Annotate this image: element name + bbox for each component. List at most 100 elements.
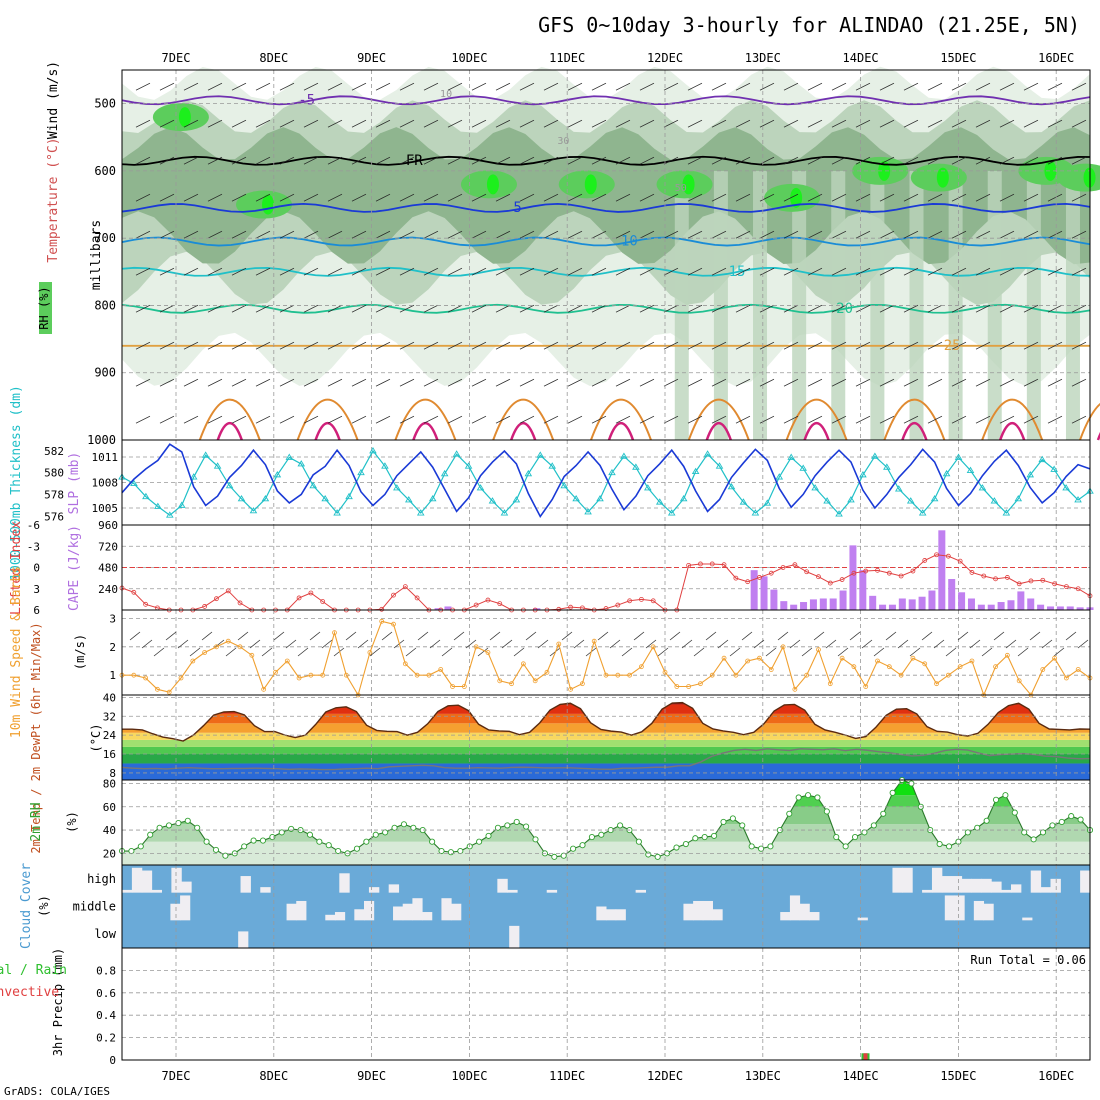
pressure-tick-label: 700 xyxy=(94,231,116,245)
wind-barb xyxy=(237,631,249,641)
date-label-top: 14DEC xyxy=(843,51,879,65)
cloud-cell xyxy=(809,912,820,921)
pressure-tick-label: 500 xyxy=(94,97,116,111)
slp-thickness-panel: 1005 1008 1011 576 578 580 582 1000-500mb Thick… xyxy=(9,385,1094,581)
thickness-marker xyxy=(381,462,389,469)
wind-barb xyxy=(813,631,825,641)
upper-wind-barb xyxy=(279,119,295,128)
upper-wind-barb xyxy=(879,119,895,128)
precip-run-total: Run Total = 0.06 xyxy=(970,953,1086,967)
wind-barb xyxy=(189,647,201,657)
upper-wind-barb xyxy=(903,230,919,239)
rh-band xyxy=(122,127,1090,265)
thickness-marker xyxy=(679,494,688,502)
upper-wind-barb xyxy=(639,267,655,276)
temp-fill xyxy=(122,702,1090,780)
upper-wind-barb xyxy=(279,193,295,202)
wind-barb xyxy=(453,631,465,641)
thickness-marker xyxy=(942,469,951,477)
hot-isotherm-loop xyxy=(314,421,341,441)
upper-wind-barb xyxy=(279,156,295,165)
upper-wind-barb xyxy=(687,415,703,424)
upper-wind-barb xyxy=(207,378,223,387)
upper-wind-barb xyxy=(1071,341,1087,350)
thickness-marker xyxy=(345,492,353,500)
wind-marker xyxy=(934,681,939,687)
upper-wind-barb xyxy=(903,119,919,128)
wind-marker xyxy=(402,661,408,667)
upper-wind-barb xyxy=(639,304,655,313)
rh-marker xyxy=(974,824,981,831)
upper-wind-barb xyxy=(927,193,943,202)
upper-wind-barb xyxy=(711,304,727,313)
upper-wind-barb xyxy=(807,82,823,91)
wind-barb xyxy=(885,631,897,641)
upper-wind-barb xyxy=(543,267,559,276)
upper-wind-barb xyxy=(135,156,151,165)
ylabel-wind10m: 10m Wind Speed & Barbs xyxy=(9,566,24,738)
upper-wind-barb xyxy=(327,415,343,424)
cape-bar xyxy=(839,590,847,610)
wind-marker xyxy=(308,672,314,678)
upper-wind-barb xyxy=(831,415,847,424)
upper-wind-barb xyxy=(351,341,367,350)
cape-bar xyxy=(1017,591,1025,610)
thickness-marker xyxy=(572,494,580,502)
li-marker xyxy=(603,606,609,611)
upper-wind-barb xyxy=(591,341,607,350)
upper-wind-barb xyxy=(591,119,607,128)
rh-marker xyxy=(175,820,182,827)
li-marker xyxy=(780,565,786,570)
rh-marker xyxy=(212,846,220,853)
upper-wind-barb xyxy=(399,230,415,239)
wind-marker xyxy=(426,672,432,678)
rh-marker xyxy=(889,789,896,796)
upper-wind-barb xyxy=(975,415,991,424)
upper-wind-barb xyxy=(831,193,847,202)
rh-marker xyxy=(617,822,624,829)
upper-wind-barb xyxy=(903,304,919,313)
cape-bar xyxy=(829,598,837,610)
upper-wind-barb xyxy=(807,415,823,424)
upper-wind-barb xyxy=(471,304,487,313)
upper-wind-barb xyxy=(735,230,751,239)
upper-wind-barb xyxy=(471,341,487,350)
date-label-bottom: 16DEC xyxy=(1038,1069,1074,1083)
upper-wind-barb xyxy=(783,119,799,128)
upper-wind-barb xyxy=(831,378,847,387)
upper-wind-barb xyxy=(735,304,751,313)
thickness-marker xyxy=(596,494,604,502)
thickness-marker xyxy=(333,509,341,516)
upper-wind-barb xyxy=(639,415,655,424)
cloud-cell xyxy=(951,876,963,893)
temp-tick-label: 8 xyxy=(109,767,116,780)
li-marker xyxy=(131,589,137,595)
upper-wind-barb xyxy=(471,119,487,128)
wind-barb xyxy=(1017,647,1029,657)
li-marker xyxy=(308,590,314,596)
upper-wind-barb xyxy=(735,156,751,165)
thickness-marker xyxy=(309,481,318,489)
wind-barb xyxy=(381,631,393,641)
upper-wind-barb xyxy=(567,378,583,387)
upper-wind-barb xyxy=(999,156,1015,165)
upper-wind-barb xyxy=(663,267,679,276)
rh-marker xyxy=(288,825,295,832)
wind-marker xyxy=(639,664,644,670)
wind-marker xyxy=(733,672,739,678)
li-tick-label: 0 xyxy=(33,562,40,575)
date-axes: 7DEC 7DEC 8DEC 8DEC 9DEC 9DEC 10DEC 10DEC 11DEC 1… xyxy=(162,51,1075,1083)
warm-isotherm-loop xyxy=(198,398,261,441)
upper-wind-barb xyxy=(975,341,991,350)
upper-wind-barb xyxy=(255,267,271,276)
isotherm-line xyxy=(121,95,1091,106)
li-marker xyxy=(898,573,904,579)
thickness-marker xyxy=(966,466,975,473)
upper-wind-barb xyxy=(687,156,703,165)
cloud-cell xyxy=(402,903,413,921)
upper-wind-barb xyxy=(975,193,991,202)
thickness-marker xyxy=(405,496,413,503)
thickness-marker xyxy=(823,497,831,504)
thickness-marker xyxy=(1002,509,1011,516)
hot-isotherm-loop xyxy=(803,421,830,441)
